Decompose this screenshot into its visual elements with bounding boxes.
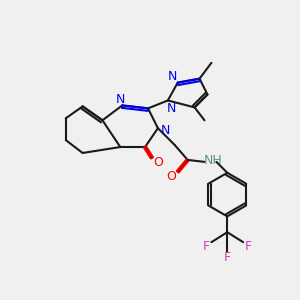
Text: N: N	[116, 93, 125, 106]
Text: NH: NH	[204, 154, 223, 167]
Text: N: N	[167, 102, 176, 115]
Text: N: N	[168, 70, 178, 83]
Text: F: F	[224, 251, 231, 265]
Text: F: F	[203, 240, 210, 253]
Text: O: O	[166, 170, 176, 183]
Text: N: N	[161, 124, 170, 137]
Text: F: F	[244, 240, 252, 253]
Text: O: O	[153, 156, 163, 170]
